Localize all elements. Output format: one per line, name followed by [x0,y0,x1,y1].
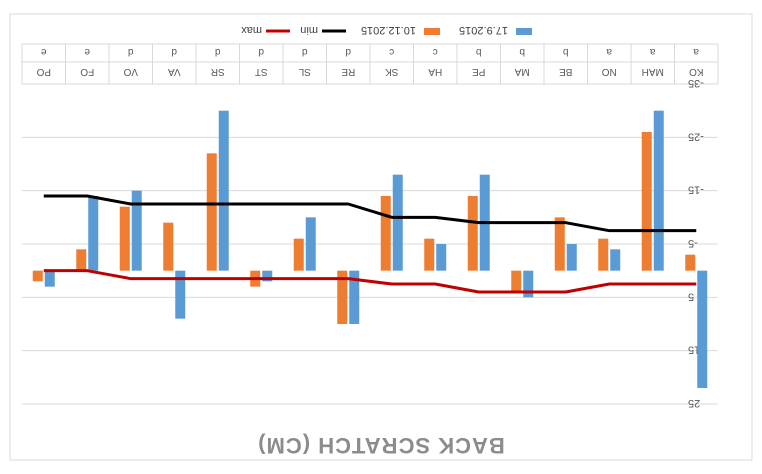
bar [206,153,217,271]
category-group-label: e [41,46,47,57]
chart-title: BACK SCRATCH (CM) [257,433,505,458]
y-tick-label: -25 [688,130,704,142]
y-axis-ticks: -35 -25 -15 -5 5 15 25 [688,77,704,409]
category-label: KO [689,66,704,77]
bar [163,222,174,271]
y-tick-label: -5 [688,237,698,249]
bar [380,196,391,271]
lines [43,194,697,294]
category-label: VO [123,66,138,77]
legend-swatch [424,28,440,35]
category-label: BE [559,66,573,77]
bar [305,217,316,271]
bar [218,110,229,271]
legend-label: max [241,24,262,36]
category-label: SL [298,66,311,77]
category-label: PE [472,66,486,77]
legend-label: 17.9.2015 [459,24,508,36]
chart-rotated-group: BACK SCRATCH (CM) -35 -25 -15 -5 5 15 25 KO a MA… [21,24,719,458]
category-group-label: d [128,46,134,57]
legend-swatch [516,28,532,35]
series-line [43,269,697,294]
category-group-label: c [433,46,438,57]
bar [467,196,478,271]
category-group-label: d [215,46,221,57]
bar [511,270,522,292]
category-label: VA [168,66,181,77]
category-group-label: a [650,46,656,57]
bar [641,132,652,271]
y-tick-label: 15 [688,344,700,356]
bars [32,110,708,388]
bar [697,270,708,388]
category-group-label: a [606,46,612,57]
bar [523,270,534,298]
category-group-label: a [693,46,699,57]
category-group-label: d [345,46,351,57]
bar [44,270,55,287]
legend: 17.9.2015 10.12.2015 min max [241,24,532,36]
bar [566,244,577,271]
bar [32,270,43,282]
category-label: RE [341,66,355,77]
y-tick-label: -15 [688,184,704,196]
series-line [43,194,697,233]
bar [685,254,696,271]
category-label: PO [36,66,51,77]
legend-label: min [300,24,318,36]
category-group-label: b [563,46,569,57]
category-label: MAH [642,66,664,77]
y-tick-label: 25 [688,397,700,409]
category-label: FO [80,66,94,77]
bar [424,238,435,271]
category-group-label: b [476,46,482,57]
y-tick-label: -35 [688,77,704,89]
bar [262,270,273,282]
bar [131,190,142,271]
category-label: HA [428,66,442,77]
category-group-label: d [171,46,177,57]
category-label: SK [385,66,399,77]
bar [392,174,403,271]
bar [610,249,621,271]
category-group-label: d [302,46,308,57]
bar [119,206,130,271]
category-group-label: d [258,46,264,57]
bar [76,249,87,271]
bar [554,217,565,271]
category-group-label: c [389,46,394,57]
y-tick-label: 5 [688,290,694,302]
bar [436,244,447,271]
category-label: MA [514,66,529,77]
bar [88,196,99,271]
bar [175,270,186,319]
bar [349,270,360,324]
category-table: KO a MAH a NO a BE b MA b PE b HA c SK c RE d SL d ST d SR d VA d… [21,43,719,84]
category-label: SR [211,66,225,77]
bar [598,238,609,271]
category-label: ST [255,66,268,77]
bar [653,110,664,271]
bar [337,270,348,324]
legend-label: 10.12.2015 [361,24,416,36]
bar [293,238,304,271]
category-group-label: b [519,46,525,57]
category-group-label: e [84,46,90,57]
category-label: NO [602,66,617,77]
